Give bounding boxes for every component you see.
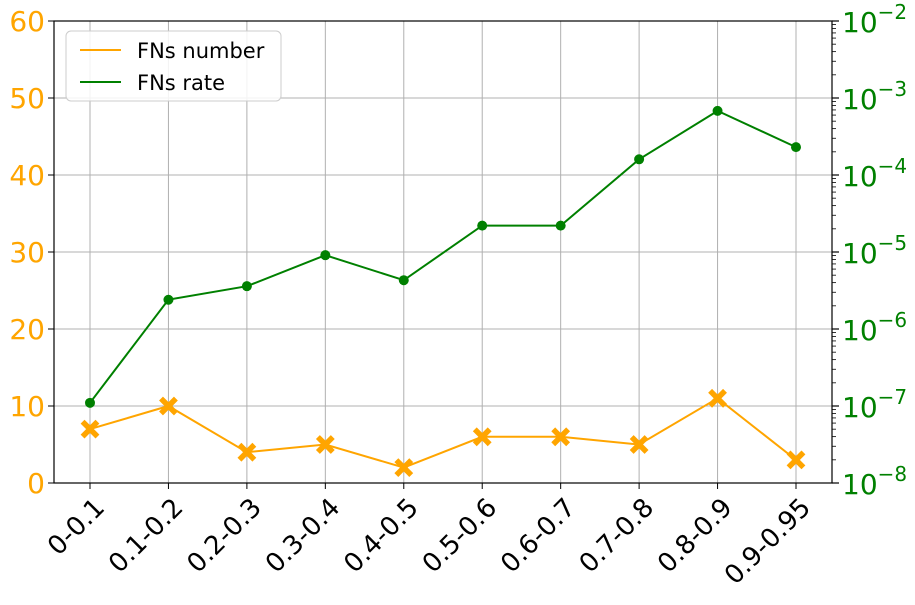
- x-tick-label: 0.3-0.4: [260, 493, 346, 579]
- data-point: [163, 294, 174, 305]
- left-tick-label: 50: [9, 82, 45, 115]
- series-layer: [80, 105, 806, 477]
- data-point: [634, 154, 645, 165]
- series-fns-number: [80, 388, 806, 477]
- x-tick-label: 0-0.1: [42, 493, 111, 562]
- data-point: [477, 220, 488, 231]
- right-tick-label: 10−8: [842, 462, 907, 501]
- x-tick-label: 0.5-0.6: [417, 493, 503, 579]
- data-point: [791, 142, 801, 153]
- data-point: [237, 442, 257, 462]
- series-line: [89, 397, 797, 469]
- data-point: [472, 427, 492, 447]
- x-tick-label: 0.2-0.3: [182, 493, 268, 579]
- legend-label: FNs number: [137, 39, 265, 63]
- right-tick-label: 10−3: [842, 77, 907, 116]
- x-tick-label: 0.4-0.5: [338, 493, 424, 579]
- right-tick-label: 10−2: [842, 0, 907, 39]
- data-point: [629, 435, 649, 454]
- data-point: [159, 396, 178, 416]
- data-point: [555, 220, 566, 231]
- legend: FNs number FNs rate: [65, 30, 282, 102]
- left-tick-label: 20: [9, 313, 45, 346]
- left-tick-label: 60: [9, 5, 45, 38]
- legend-box: [65, 30, 282, 102]
- series-fns-rate: [85, 105, 801, 408]
- right-tick-label: 10−7: [842, 385, 907, 424]
- data-point: [320, 250, 331, 261]
- data-point: [80, 419, 100, 439]
- right-tick-label: 10−5: [842, 231, 907, 270]
- right-tick-label: 10−6: [842, 308, 907, 347]
- right-axis: 10−8 10−7 10−6 10−5 10−4 10−3 10−2: [832, 0, 907, 501]
- left-tick-label: 30: [9, 236, 45, 269]
- data-point: [708, 388, 727, 408]
- x-tick-label: 0.1-0.2: [103, 493, 189, 579]
- data-point: [398, 275, 409, 286]
- left-tick-label: 10: [9, 390, 45, 423]
- x-tick-label: 0.7-0.8: [574, 493, 660, 579]
- left-tick-label: 0: [27, 467, 45, 500]
- legend-label: FNs rate: [137, 71, 225, 95]
- data-point: [315, 435, 335, 454]
- right-tick-label: 10−4: [842, 154, 907, 193]
- left-tick-label: 40: [9, 159, 45, 192]
- series-line: [89, 109, 797, 404]
- x-axis: 0-0.10.1-0.20.2-0.30.3-0.40.4-0.50.5-0.6…: [42, 483, 817, 591]
- data-point: [712, 105, 723, 116]
- x-tick-label: 0.9-0.95: [719, 493, 817, 591]
- x-tick-label: 0.6-0.7: [495, 493, 581, 579]
- data-point: [394, 458, 414, 477]
- left-axis: 0 10 20 30 40 50 60: [9, 5, 54, 500]
- data-point: [551, 427, 571, 447]
- data-point: [85, 397, 95, 408]
- data-point: [786, 450, 806, 470]
- data-point: [241, 281, 252, 292]
